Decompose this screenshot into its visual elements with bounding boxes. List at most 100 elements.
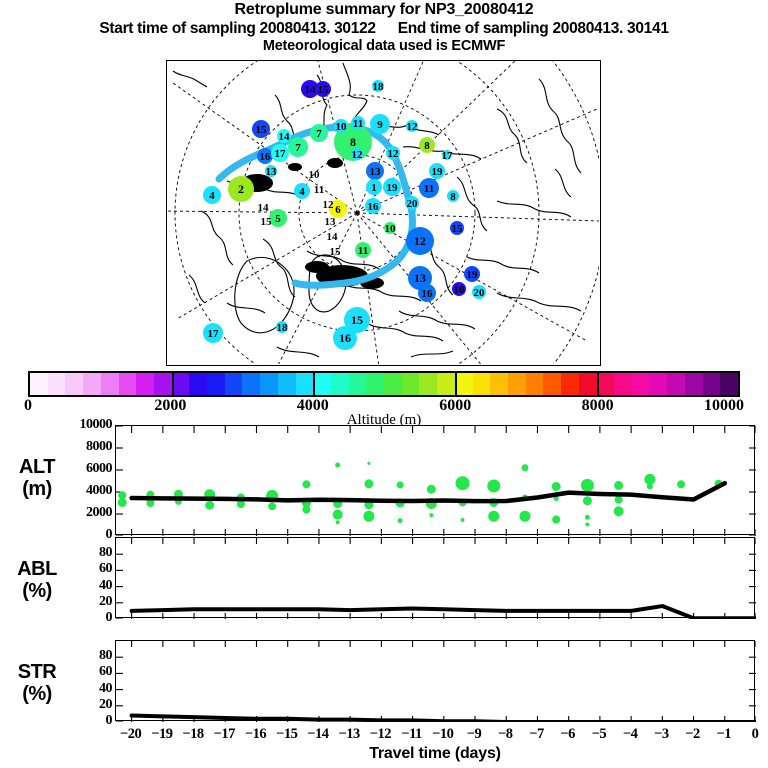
- colorbar-swatch: [330, 373, 349, 395]
- map-cluster-label: 8: [450, 191, 456, 203]
- map-concentration-blob: [442, 150, 452, 160]
- colorbar-swatch: [189, 373, 208, 395]
- map-concentration-blob: [419, 178, 439, 198]
- alt-scatter-point: [367, 461, 371, 465]
- map-concentration-blob: [301, 80, 319, 98]
- map-cluster-label: 14: [258, 202, 270, 214]
- map-cluster-group: 1415181614151617787101198121712244131213…: [203, 80, 486, 350]
- map-concentration-blob: [447, 190, 459, 202]
- map-cluster-label: 11: [358, 245, 368, 257]
- map-concentration-blob: [365, 198, 381, 214]
- map-cluster-label: 11: [424, 183, 434, 195]
- map-cluster-label: 18: [373, 81, 385, 93]
- colorbar-swatch: [490, 373, 508, 395]
- alt-scatter-point: [396, 481, 404, 489]
- end-time-label: End time of sampling 20080413. 30141: [397, 20, 669, 37]
- map-concentration-blob: [315, 81, 331, 97]
- colorbar-swatch: [260, 373, 278, 395]
- map-concentration-blob: [452, 282, 466, 296]
- map-concentration-blob: [418, 284, 436, 302]
- map-concentration-blob: [405, 196, 419, 210]
- alt-scatter-point: [335, 520, 340, 525]
- map-concentration-blob: [333, 326, 357, 350]
- abl-axis-label-line2: (%): [22, 580, 52, 602]
- alt-axis-label: ALT (m): [6, 456, 68, 500]
- ytick-label: 0: [105, 527, 113, 542]
- map-concentration-blob: [334, 119, 348, 133]
- colorbar-swatch: [207, 373, 225, 395]
- alt-scatter-point: [460, 518, 465, 523]
- colorbar-swatch: [525, 373, 544, 395]
- xaxis-tick-label: −20: [119, 726, 142, 742]
- map-cluster-label: 11: [353, 118, 363, 130]
- map-cluster-label: 10: [454, 284, 466, 296]
- ytick-label: 80: [99, 545, 113, 561]
- colorbar-swatch: [100, 373, 119, 395]
- abl-axis-label-line1: ABL: [17, 558, 57, 580]
- alt-scatter-point: [644, 473, 656, 485]
- colorbar-swatch: [649, 373, 668, 395]
- map-cluster-label: 20: [474, 287, 486, 299]
- map-cluster-label: 19: [387, 182, 399, 194]
- colorbar-swatch: [667, 373, 686, 395]
- map-cluster-label: 12: [414, 234, 426, 248]
- ytick-label: 6000: [86, 461, 113, 476]
- map-cluster-label: 15: [318, 84, 330, 96]
- map-cluster-label: 15: [256, 124, 268, 136]
- map-concentration-blob: [450, 221, 464, 235]
- str-axis-label-line1: STR: [17, 661, 57, 683]
- xaxis-tick-label: −10: [432, 726, 454, 742]
- map-concentration-blob: [464, 266, 480, 282]
- alt-scatter-point: [429, 513, 434, 518]
- ytick-label: 4000: [86, 483, 113, 498]
- colorbar-swatch: [242, 373, 261, 395]
- sampling-time-line: Start time of sampling 20080413. 30122 En…: [0, 19, 768, 38]
- alt-scatter-point: [521, 464, 529, 472]
- colorbar-tick-label: 2000: [154, 397, 187, 414]
- xaxis-title: Travel time (days): [369, 745, 501, 762]
- xaxis-tick-label: −9: [466, 726, 482, 742]
- colorbar-swatch: [454, 373, 473, 395]
- map-concentration-blob: [384, 222, 396, 234]
- map-cluster-label: 16: [422, 288, 434, 300]
- map-cluster-label: 19: [432, 166, 444, 178]
- map-concentration-blob: [366, 179, 382, 195]
- map-cluster-label: 2: [238, 182, 244, 196]
- abl-plot-svg: [116, 538, 756, 619]
- alt-scatter-point: [552, 515, 561, 524]
- xaxis-tick-label: −8: [497, 726, 513, 742]
- alt-scatter-point: [613, 506, 624, 517]
- alt-axis-label-line1: ALT: [19, 456, 55, 478]
- map-concentration-blob: [472, 285, 486, 299]
- retroplume-map: 1415181614151617787101198121712244131213…: [166, 60, 601, 366]
- alt-scatter-point: [551, 482, 561, 491]
- map-cluster-label: 14: [327, 231, 339, 243]
- map-cluster-label: 18: [277, 322, 289, 334]
- colorbar-swatch: [136, 373, 154, 395]
- map-concentration-blob: [406, 120, 418, 132]
- map-cluster-label: 12: [407, 121, 419, 133]
- map-cluster-label: 15: [261, 216, 273, 228]
- xaxis-tick-label: −1: [716, 726, 732, 742]
- map-cluster-label: 12: [352, 149, 364, 161]
- xaxis-tick-label: −16: [244, 726, 267, 742]
- ytick-label: 60: [99, 664, 113, 680]
- colorbar-swatch: [295, 373, 314, 395]
- colorbar-tick-labels: 0 2000 4000 6000 8000 10000: [0, 397, 768, 415]
- alt-mean-line: [129, 480, 728, 504]
- alt-scatter-point: [363, 510, 375, 522]
- map-concentration-blob: [276, 321, 288, 333]
- colorbar-swatch: [631, 373, 650, 395]
- colorbar-axis-title: Altitude (m): [346, 412, 422, 428]
- colorbar-swatch: [401, 373, 420, 395]
- map-cluster-label: 19: [467, 269, 479, 281]
- colorbar-swatch: [83, 373, 101, 395]
- map-concentration-blob: [366, 162, 384, 180]
- alt-scatter-point: [117, 497, 127, 507]
- map-cluster-label: 11: [314, 184, 324, 196]
- xaxis-tick-label: −2: [685, 726, 700, 742]
- colorbar-swatch: [507, 373, 526, 395]
- map-concentration-blob: [355, 242, 371, 258]
- str-plot-svg: [116, 641, 756, 722]
- xaxis-tick-label: −19: [151, 726, 173, 742]
